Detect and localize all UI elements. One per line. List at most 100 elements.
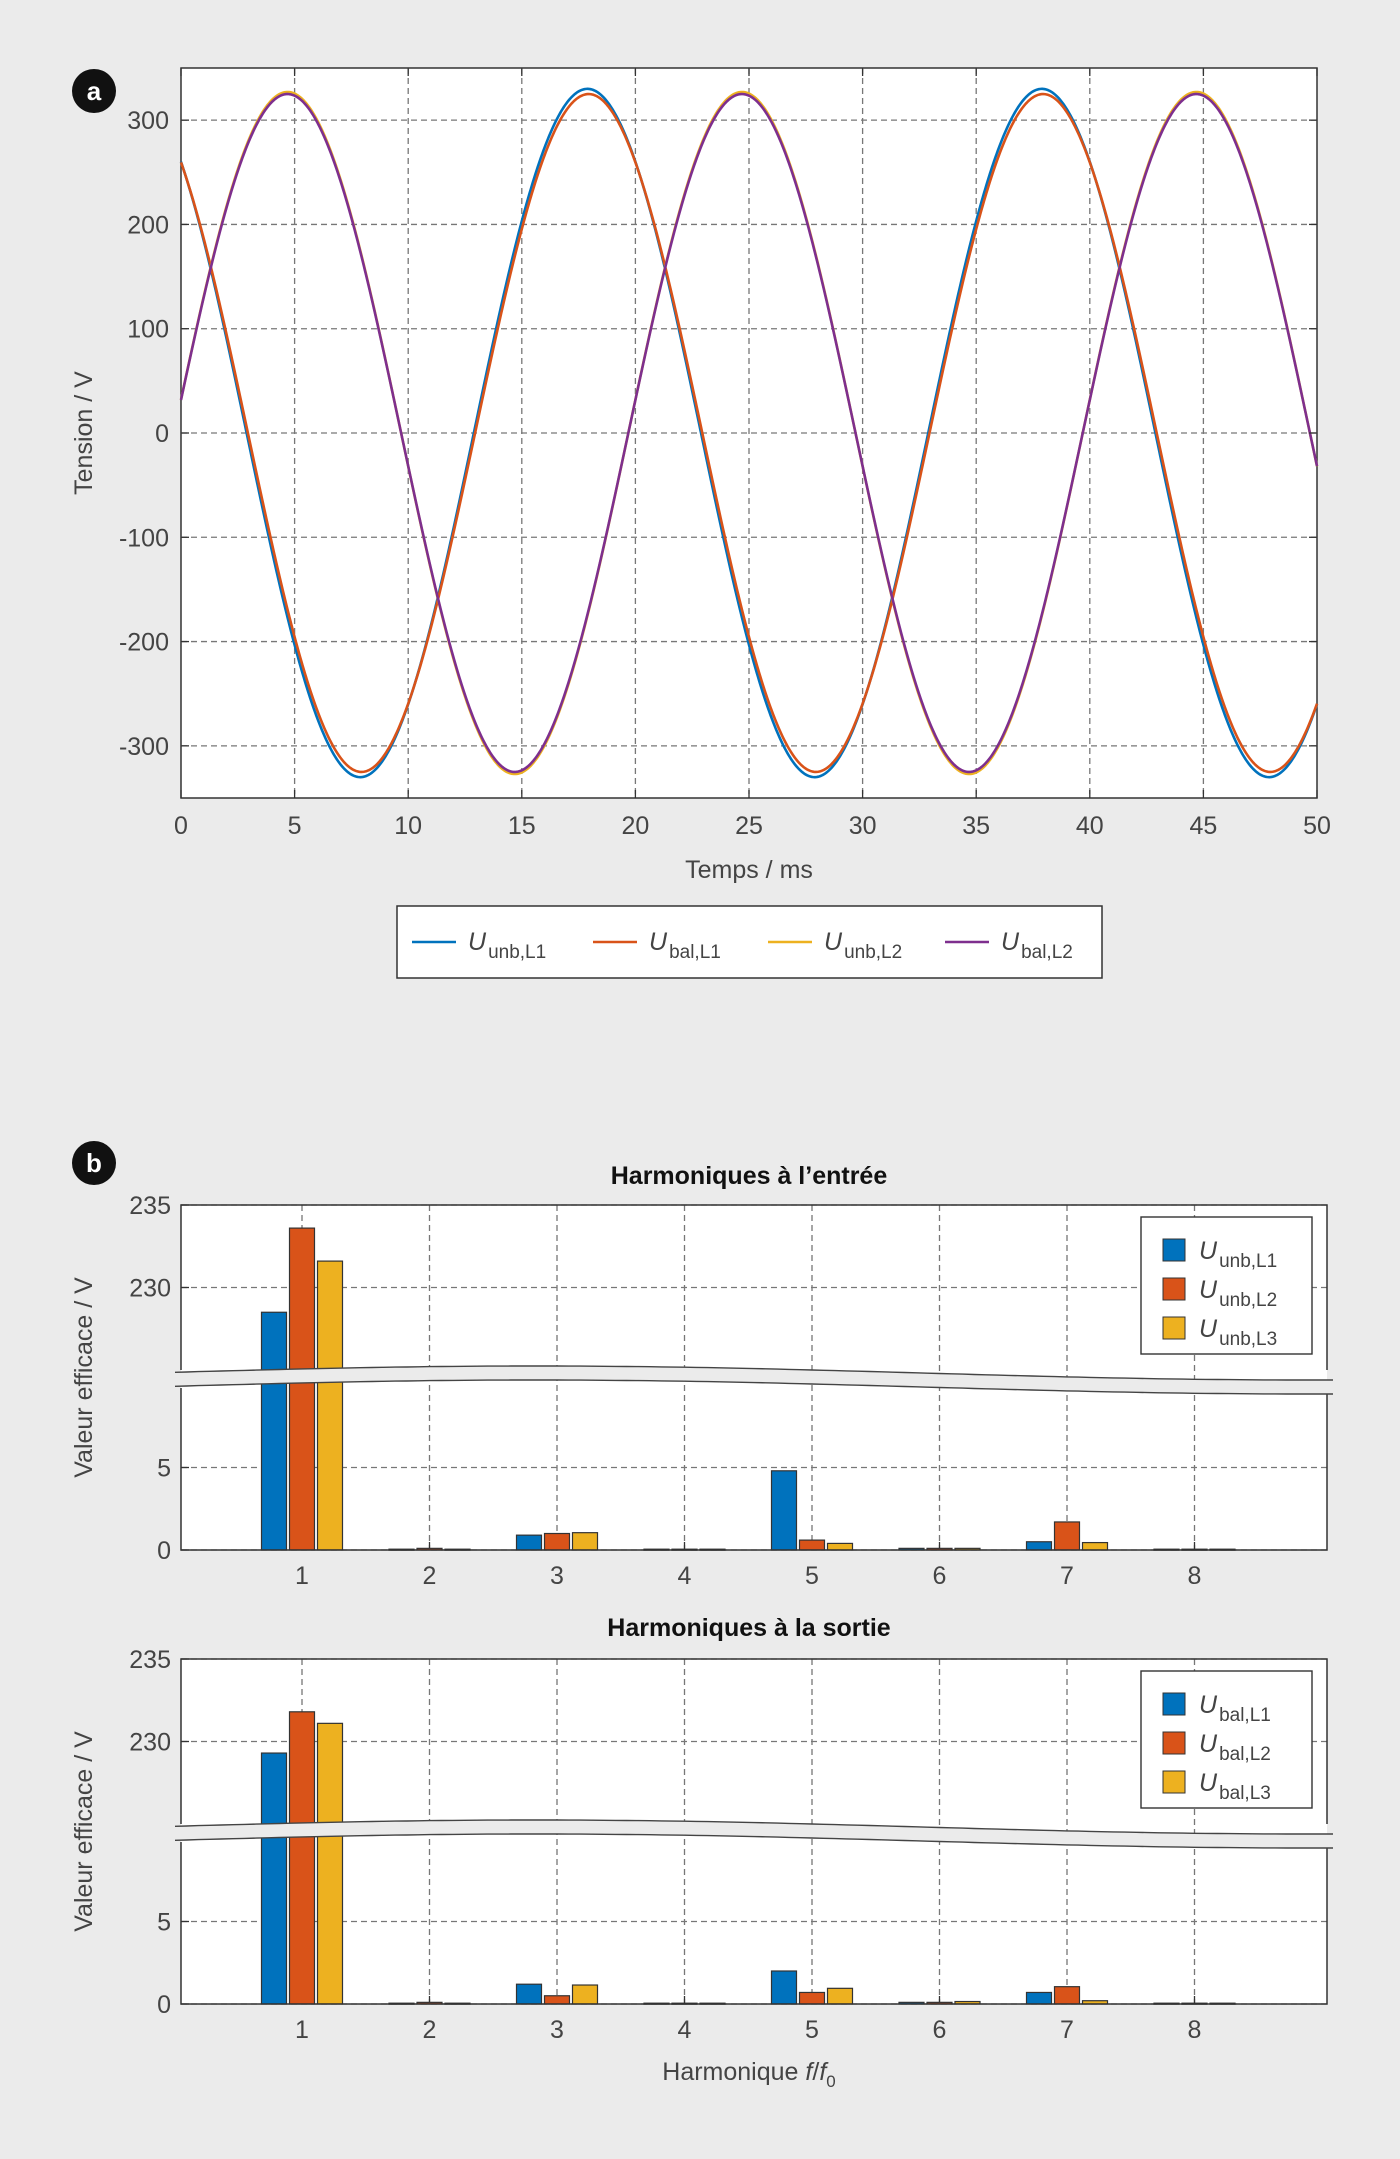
y-tick-label: 235 <box>129 1646 171 1674</box>
category-label: 7 <box>1060 1562 1074 1590</box>
upper-frame <box>180 1204 1328 1370</box>
bar-bal-L1-h7 <box>1025 1991 1053 2005</box>
bar-chart-input-title: Harmoniques à l’entrée <box>611 1162 888 1190</box>
legend-swatch <box>1162 1770 1186 1794</box>
category-label: 2 <box>423 1562 437 1590</box>
y-tick-label: -100 <box>119 524 169 552</box>
category-label: 8 <box>1188 1562 1202 1590</box>
legend-swatch <box>1162 1692 1186 1716</box>
panel-b-badge <box>72 1141 116 1185</box>
axis-break-band <box>175 1366 1333 1394</box>
legend-swatch <box>1162 1316 1186 1340</box>
series-line-bal-L1 <box>179 92 1319 774</box>
y-tick-label: 5 <box>157 1909 171 1937</box>
bar-chart-ylabel: Valeur efficace / V <box>70 1731 98 1932</box>
bar-bal-L1-h3 <box>515 1983 543 2005</box>
x-tick-label: 30 <box>849 812 877 840</box>
y-tick-label: 0 <box>157 1991 171 2019</box>
category-label: 4 <box>678 2016 692 2044</box>
bar-unb-L1-h5 <box>770 1470 798 1551</box>
upper-frame <box>180 1658 1328 1824</box>
bar-bal-L3-h1 <box>316 1722 344 2005</box>
x-tick-label: 45 <box>1189 812 1217 840</box>
bar-chart-ylabel: Valeur efficace / V <box>70 1277 98 1478</box>
y-tick-label: -300 <box>119 733 169 761</box>
legend-swatch <box>1162 1277 1186 1301</box>
y-tick-label: 230 <box>129 1275 171 1303</box>
x-tick-label: 5 <box>288 812 302 840</box>
bar-chart-output-title: Harmoniques à la sortie <box>607 1614 891 1642</box>
category-label: 3 <box>550 1562 564 1590</box>
category-label: 1 <box>295 1562 309 1590</box>
category-label: 5 <box>805 1562 819 1590</box>
panel-b-badge-label: b <box>86 1148 102 1178</box>
axis-break-line <box>174 1833 1333 1849</box>
bar-unb-L2-h7 <box>1053 1521 1081 1551</box>
category-label: 1 <box>295 2016 309 2044</box>
axis-break-line <box>174 1819 1333 1835</box>
y-tick-label: 0 <box>157 1537 171 1565</box>
bar-unb-L3-h1 <box>316 1260 344 1551</box>
bar-bal-L3-h3 <box>571 1984 599 2005</box>
x-tick-label: 0 <box>174 812 188 840</box>
lower-frame <box>180 1388 1328 1551</box>
axis-break-line <box>174 1365 1333 1381</box>
category-label: 6 <box>933 1562 947 1590</box>
category-label: 7 <box>1060 2016 1074 2044</box>
bar-bal-L3-h5 <box>826 1987 854 2005</box>
y-tick-label: 300 <box>127 107 169 135</box>
y-tick-label: 5 <box>157 1455 171 1483</box>
bar-chart-output: 1 2 3 4 5 6 7 8 230 235 0 5 Valeur efficace / V U bal,… <box>70 1646 1333 2044</box>
category-label: 5 <box>805 2016 819 2044</box>
y-tick-label: 230 <box>129 1729 171 1757</box>
category-label: 8 <box>1188 2016 1202 2044</box>
bar-bal-L2-h1 <box>288 1711 316 2005</box>
bar-unb-L1-h7 <box>1025 1541 1053 1551</box>
legend-swatch <box>1162 1731 1186 1755</box>
panel-a-badge <box>72 69 116 113</box>
line-plot-grid <box>181 68 1317 798</box>
bar-chart-input: 1 2 3 4 5 6 7 8 230 235 0 5 Valeur efficace / V U unb,… <box>70 1192 1333 1590</box>
category-label: 4 <box>678 1562 692 1590</box>
panel-a-badge-label: a <box>87 76 102 106</box>
bar-unb-L2-h3 <box>543 1532 571 1551</box>
bar-bal-L1-h5 <box>770 1970 798 2005</box>
bar-unb-L3-h5 <box>826 1542 854 1551</box>
axis-break-band <box>175 1820 1333 1848</box>
category-label: 2 <box>423 2016 437 2044</box>
bar-bal-L2-h3 <box>543 1995 571 2005</box>
y-tick-label: -200 <box>119 629 169 657</box>
bar-unb-L3-h3 <box>571 1532 599 1551</box>
panel-b: b Harmoniques à l’entrée 1 2 3 4 5 6 7 8 230 235 0… <box>70 1141 1333 2091</box>
bar-unb-L1-h1 <box>260 1311 288 1551</box>
bar-bal-L2-h5 <box>798 1991 826 2005</box>
y-tick-label: 100 <box>127 316 169 344</box>
bar-unb-L3-h7 <box>1081 1541 1109 1551</box>
x-tick-label: 50 <box>1303 812 1331 840</box>
panel-a: a 0 5 10 15 20 25 30 35 40 45 50 -300 -200 -100 0 100 20… <box>70 67 1331 979</box>
bar-bal-L2-h7 <box>1053 1986 1081 2005</box>
line-plot-series <box>179 87 1319 779</box>
line-plot-ticks: 0 5 10 15 20 25 30 35 40 45 50 -300 -200 -100 0 100 200 3… <box>119 68 1331 840</box>
legend-swatch <box>1162 1238 1186 1262</box>
x-tick-label: 40 <box>1076 812 1104 840</box>
bar-chart-xlabel: Harmonique f/f0 <box>662 2058 835 2091</box>
category-label: 6 <box>933 2016 947 2044</box>
line-plot-ylabel: Tension / V <box>70 371 98 495</box>
bar-bal-L1-h1 <box>260 1752 288 2005</box>
x-tick-label: 15 <box>508 812 536 840</box>
x-tick-label: 20 <box>621 812 649 840</box>
y-tick-label: 200 <box>127 211 169 239</box>
y-tick-label: 235 <box>129 1192 171 1220</box>
